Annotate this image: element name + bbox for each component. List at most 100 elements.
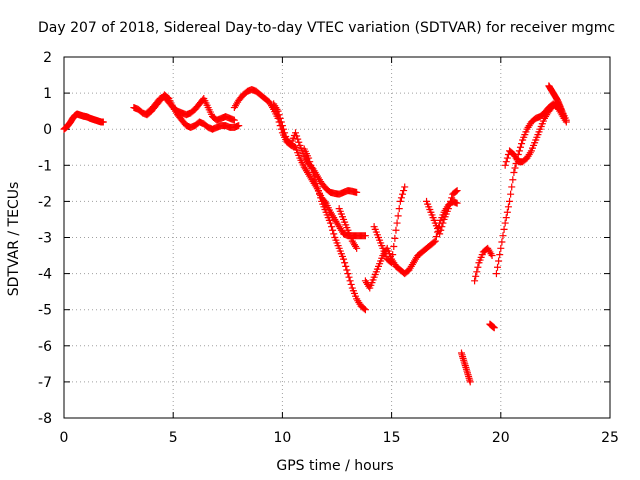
data-point-fill — [395, 205, 403, 213]
data-point-fill — [495, 257, 503, 265]
data-point — [501, 219, 509, 227]
data-point — [510, 169, 518, 177]
data-point-fill — [317, 194, 325, 202]
data-point-fill — [504, 203, 512, 211]
data-point-fill — [390, 243, 398, 251]
data-point-fill — [503, 154, 511, 162]
data-point-fill — [508, 183, 516, 191]
data-point-fill — [387, 258, 395, 266]
y-tick-label: 2 — [43, 50, 52, 66]
data-point-fill — [439, 219, 447, 227]
data-point-fill — [394, 212, 402, 220]
x-tick-label: 0 — [60, 430, 69, 446]
data-point-fill — [343, 266, 351, 274]
data-point-fill — [328, 223, 336, 231]
data-point — [471, 277, 479, 285]
data-point-fill — [430, 238, 438, 246]
data-point-fill — [399, 190, 407, 198]
data-point — [313, 183, 321, 191]
data-point — [401, 183, 409, 191]
y-tick-label: -1 — [38, 158, 52, 174]
data-point — [506, 197, 514, 205]
data-point-fill — [294, 135, 302, 143]
data-point-fill — [452, 187, 460, 195]
data-point-fill — [502, 158, 510, 166]
data-point — [230, 116, 238, 124]
data-point — [488, 252, 496, 260]
data-point-fill — [447, 197, 455, 205]
data-point-fill — [314, 187, 322, 195]
data-point-fill — [500, 225, 508, 233]
data-point-fill — [474, 263, 482, 271]
data-point-fill — [397, 194, 405, 202]
data-point — [501, 161, 509, 169]
data-point-fill — [515, 147, 523, 155]
data-point-fill — [279, 125, 287, 133]
y-tick-label: -5 — [38, 303, 52, 319]
data-point — [274, 107, 282, 115]
data-point-fill — [341, 259, 349, 267]
data-point-fill — [311, 176, 319, 184]
data-point-fill — [306, 158, 314, 166]
data-point-fill — [472, 272, 480, 280]
data-point-fill — [276, 114, 284, 122]
data-point-fill — [282, 132, 290, 140]
data-point — [453, 187, 461, 195]
x-tick-label: 10 — [273, 430, 291, 446]
data-point-fill — [400, 187, 408, 195]
data-point-fill — [496, 251, 504, 259]
data-point-fill — [507, 190, 515, 198]
data-point-fill — [275, 111, 283, 119]
data-point-fill — [360, 305, 368, 313]
data-point-fill — [346, 277, 354, 285]
data-point — [340, 255, 348, 263]
data-point — [235, 122, 243, 130]
data-point-fill — [389, 251, 397, 259]
data-point — [278, 122, 286, 130]
data-point-fill — [393, 219, 401, 227]
data-point-fill — [516, 143, 524, 151]
data-point-fill — [329, 226, 337, 234]
data-point-fill — [438, 223, 446, 231]
data-point-fill — [437, 226, 445, 234]
y-axis-label: SDTVAR / TECUs — [6, 182, 22, 297]
data-point — [490, 324, 498, 332]
y-tick-label: -7 — [38, 375, 52, 391]
x-tick-label: 20 — [492, 430, 510, 446]
y-tick-label: -3 — [38, 231, 52, 247]
data-point-fill — [316, 190, 324, 198]
y-tick-label: 0 — [43, 122, 52, 138]
data-point — [497, 244, 505, 252]
data-point — [353, 188, 361, 196]
data-point-fill — [499, 232, 507, 240]
data-point — [292, 129, 300, 137]
data-point-fill — [494, 263, 502, 271]
data-point-fill — [342, 262, 350, 270]
data-point-fill — [308, 165, 316, 173]
data-point — [436, 230, 444, 238]
data-point — [453, 199, 461, 207]
data-point — [396, 197, 404, 205]
data-point-fill — [307, 161, 315, 169]
x-tick-label: 15 — [383, 430, 401, 446]
tick-labels: 0 5 10 15 20 25 -8 -7 -6 -5 -4 -3 -2 -1 0 1 2 — [38, 50, 619, 446]
data-point-fill — [509, 176, 517, 184]
data-point-fill — [511, 164, 519, 172]
data-point — [466, 378, 474, 386]
data-point-fill — [312, 179, 320, 187]
data-point-fill — [347, 280, 355, 288]
x-tick-label: 5 — [169, 430, 178, 446]
data-point — [353, 244, 361, 252]
data-point-fill — [277, 118, 285, 126]
data-point-fill — [345, 273, 353, 281]
data-point-fill — [448, 194, 456, 202]
axes — [63, 56, 611, 419]
data-point-fill — [293, 132, 301, 140]
data-point — [392, 226, 400, 234]
data-point — [444, 205, 452, 213]
data-point — [326, 219, 334, 227]
data-point — [361, 232, 369, 240]
y-tick-label: 1 — [43, 86, 52, 102]
